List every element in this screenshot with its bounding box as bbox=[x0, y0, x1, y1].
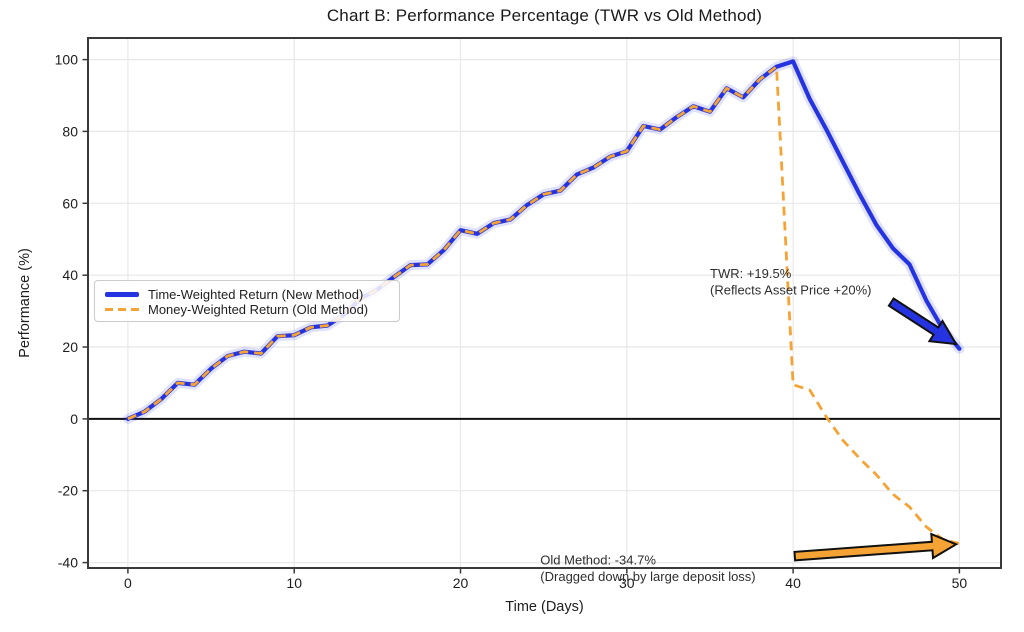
twr-arrow bbox=[887, 297, 958, 346]
twr-line-halo bbox=[122, 56, 965, 424]
y-tick-label: 0 bbox=[70, 411, 78, 427]
legend-label-twr: Time-Weighted Return (New Method) bbox=[148, 287, 364, 302]
x-axis-label: Time (Days) bbox=[505, 599, 584, 615]
old-method-annotation: Old Method: -34.7% (Dragged down by large… bbox=[540, 553, 755, 585]
y-tick-label: -40 bbox=[58, 555, 78, 571]
y-axis-label: Performance (%) bbox=[17, 248, 33, 358]
legend: Time-Weighted Return (New Method) Money-… bbox=[94, 280, 400, 322]
x-tick-label: 30 bbox=[619, 575, 635, 591]
legend-label-mwr: Money-Weighted Return (Old Method) bbox=[148, 302, 369, 317]
mwr-line-sample bbox=[105, 307, 139, 312]
twr-annotation: TWR: +19.5% (Reflects Asset Price +20%) bbox=[710, 266, 871, 298]
legend-item-mwr: Money-Weighted Return (Old Method) bbox=[105, 302, 389, 317]
x-tick-label: 50 bbox=[952, 575, 968, 591]
y-tick-label: 20 bbox=[62, 339, 78, 355]
y-tick-label: 80 bbox=[62, 123, 78, 139]
chart-title: Chart B: Performance Percentage (TWR vs … bbox=[326, 6, 763, 25]
old-method-arrow bbox=[793, 532, 959, 562]
twr-line bbox=[125, 59, 962, 421]
mwr-line bbox=[127, 65, 960, 545]
x-tick-label: 0 bbox=[124, 575, 132, 591]
y-tick-label: 60 bbox=[62, 195, 78, 211]
x-tick-label: 40 bbox=[785, 575, 801, 591]
y-tick-label: 40 bbox=[62, 267, 78, 283]
plot-frame bbox=[87, 37, 1002, 569]
x-tick-label: 10 bbox=[286, 575, 302, 591]
x-tick-label: 20 bbox=[453, 575, 469, 591]
y-tick-label: -20 bbox=[58, 483, 78, 499]
legend-item-twr: Time-Weighted Return (New Method) bbox=[105, 287, 389, 302]
y-tick-label: 100 bbox=[55, 52, 79, 68]
twr-line-sample bbox=[105, 292, 139, 297]
